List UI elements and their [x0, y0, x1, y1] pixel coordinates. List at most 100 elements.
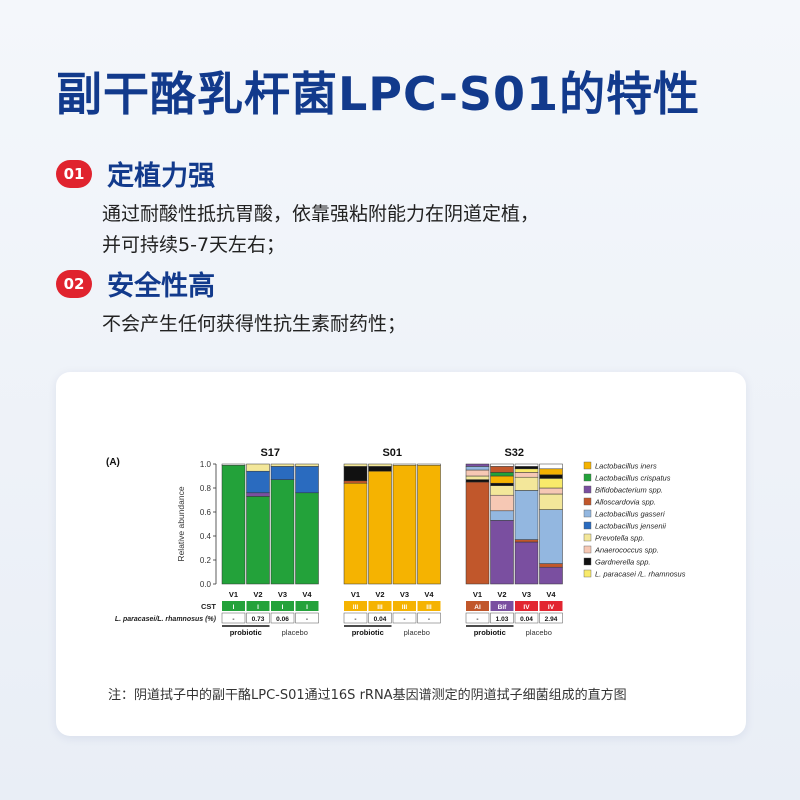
- cst-cell: [271, 601, 294, 611]
- feature-heading: 安全性高: [107, 271, 216, 302]
- legend-swatch: [583, 485, 592, 494]
- bar-segment-other: [490, 463, 514, 467]
- ratio-cell: [368, 612, 392, 624]
- probiotic-label: probiotic: [474, 628, 506, 637]
- bar-segment: [490, 472, 514, 477]
- subject-title: S17: [260, 447, 280, 459]
- ratio-cell: [514, 612, 539, 624]
- legend-swatch: [583, 533, 592, 542]
- ratio-cell: [221, 612, 246, 624]
- ratio-value: -: [306, 616, 308, 623]
- bar-segment: [514, 466, 539, 470]
- bar-segment: [343, 480, 368, 484]
- bar-segment-other: [221, 463, 246, 466]
- ratio-value: 0.73: [252, 616, 265, 623]
- ratio-value: 0.04: [374, 616, 387, 623]
- bar-segment: [514, 539, 539, 543]
- legend-label: Prevotella spp.: [595, 534, 645, 543]
- legend-label: Lactobacillus gasseri: [595, 510, 665, 519]
- ratio-value: 2.94: [545, 616, 558, 623]
- cst-cell: [368, 601, 392, 611]
- bar-segment-other: [539, 463, 563, 470]
- y-axis-label: Relative abundance: [176, 486, 186, 561]
- bar-segment: [539, 509, 563, 564]
- bar-segment-other: [514, 463, 539, 467]
- cst-value: III: [377, 604, 383, 611]
- placebo-label: placebo: [282, 628, 308, 637]
- bar-segment: [514, 468, 539, 473]
- cst-cell: [344, 601, 367, 611]
- feature-number-badge: 01: [56, 159, 92, 188]
- cst-cell: [515, 601, 538, 611]
- legend-label: L. paracasei /L. rhamnosus: [595, 570, 686, 579]
- bar-segment: [539, 493, 563, 510]
- cst-cell: [295, 601, 319, 611]
- bar-segment: [392, 464, 417, 585]
- page-title: 副干酪乳杆菌LPC-S01的特性: [56, 67, 701, 121]
- bar-segment: [490, 510, 514, 521]
- cst-value: I: [306, 604, 308, 611]
- bar-segment: [343, 463, 368, 467]
- visit-label: V3: [522, 590, 531, 599]
- ratio-value: 1.03: [496, 616, 509, 623]
- visit-label: V2: [375, 590, 384, 599]
- feature-number-badge: 02: [56, 269, 92, 298]
- bar-segment: [490, 482, 514, 486]
- abundance-chart: (A) 0.0 0.2 0.4 0.6 0.8 1.0 Relative abundance C…: [106, 447, 686, 637]
- bar-segment: [539, 563, 563, 568]
- subject-title: S32: [504, 447, 524, 459]
- visit-label: V1: [229, 590, 238, 599]
- cst-value: I: [282, 604, 284, 611]
- bar-segment: [270, 466, 295, 480]
- cst-value: IV: [523, 604, 530, 611]
- bar-segment: [539, 478, 563, 489]
- legend-swatch: [583, 509, 592, 518]
- bar-segment: [295, 466, 319, 494]
- visit-label: V3: [400, 590, 409, 599]
- probiotic-label: probiotic: [352, 628, 384, 637]
- ratio-cell: [465, 612, 490, 624]
- visit-label: V1: [473, 590, 482, 599]
- cst-value: AI: [474, 604, 481, 611]
- y-tick-label: 0.4: [200, 532, 212, 541]
- cst-value: Bif: [498, 604, 508, 611]
- cst-cell: [222, 601, 245, 611]
- bar-segment: [246, 463, 270, 472]
- bar-segment: [514, 490, 539, 540]
- bar-segment: [514, 472, 539, 478]
- cst-cell: [417, 601, 441, 611]
- visit-label: V3: [278, 590, 287, 599]
- ratio-value: -: [403, 616, 405, 623]
- legend-label: Lactobacillus iners: [595, 462, 657, 471]
- ratio-value: -: [476, 616, 478, 623]
- ratio-cell: [343, 612, 368, 624]
- legend-label: Bifidobacterium spp.: [595, 486, 663, 495]
- cst-value: I: [257, 604, 259, 611]
- cst-cell: [466, 601, 489, 611]
- legend-label: Alloscardovia spp.: [594, 498, 656, 507]
- ratio-cell: [417, 612, 441, 624]
- feature-heading: 定植力强: [107, 161, 216, 192]
- bar-segment: [343, 466, 368, 482]
- cst-value: III: [353, 604, 359, 611]
- legend-swatch: [583, 461, 592, 470]
- bar-segment: [417, 464, 441, 585]
- bar-segment: [465, 466, 490, 471]
- cst-row-label: CST: [201, 602, 216, 611]
- bar-segment: [490, 466, 514, 473]
- bar-segment: [465, 481, 490, 585]
- ratio-cell: [295, 612, 319, 624]
- legend-swatch: [583, 521, 592, 530]
- bar-segment: [368, 463, 392, 467]
- placebo-label: placebo: [526, 628, 552, 637]
- bar-segment: [514, 476, 539, 491]
- bar-segment: [539, 566, 563, 585]
- legend-swatch: [583, 569, 592, 578]
- cst-value: III: [426, 604, 432, 611]
- bar-segment: [539, 487, 563, 495]
- cst-cell: [246, 601, 270, 611]
- cst-cell: [539, 601, 563, 611]
- ratio-value: 0.06: [276, 616, 289, 623]
- visit-label: V1: [351, 590, 360, 599]
- bar-segment: [465, 479, 490, 483]
